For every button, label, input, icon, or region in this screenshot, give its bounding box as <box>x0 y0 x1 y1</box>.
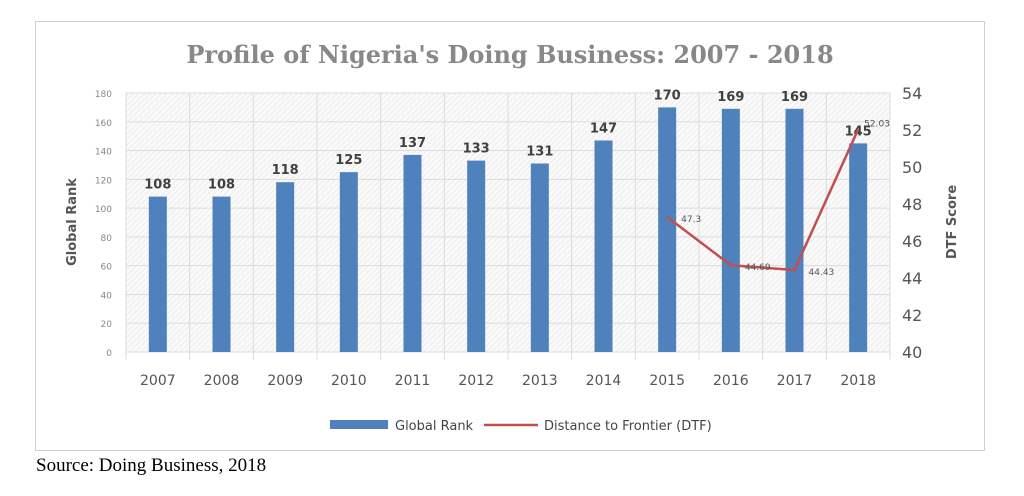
bar-2007 <box>148 196 167 352</box>
dtf-line <box>666 128 860 272</box>
bar-data-label: 170 <box>654 88 681 103</box>
bar-data-label: 147 <box>590 121 617 136</box>
dtf-data-label: 44.69 <box>745 263 771 273</box>
dtf-data-label: 52.03 <box>864 119 890 129</box>
y2-tick-label: 46 <box>902 232 922 251</box>
y-tick-label: 120 <box>95 176 112 186</box>
x-tick-label: 2010 <box>331 373 367 389</box>
x-tick-label: 2017 <box>777 373 813 389</box>
y2-tick-label: 48 <box>902 195 922 214</box>
bar-2008 <box>212 196 231 352</box>
y2-tick-label: 44 <box>902 269 922 288</box>
bar-2017 <box>785 108 804 352</box>
y2-tick-label: 54 <box>902 84 922 103</box>
y-tick-label: 60 <box>101 263 113 273</box>
x-tick-label: 2011 <box>395 373 431 389</box>
bar-data-label: 108 <box>208 178 235 193</box>
y-tick-label: 160 <box>95 119 112 129</box>
bar-data-label: 169 <box>781 90 808 105</box>
legend-label-global-rank: Global Rank <box>395 419 474 434</box>
y-tick-label: 180 <box>95 90 112 100</box>
x-tick-label: 2012 <box>458 373 494 389</box>
bar-data-label: 169 <box>717 90 744 105</box>
source-note: Source: Doing Business, 2018 <box>36 455 267 476</box>
bar-2016 <box>721 108 740 352</box>
chart-frame <box>35 21 985 451</box>
y2-tick-label: 52 <box>902 121 922 140</box>
y-axis-label: Global Rank <box>65 178 80 266</box>
legend-swatch-global-rank <box>330 420 388 429</box>
chart-title: Profile of Nigeria's Doing Business: 200… <box>186 40 833 69</box>
x-tick-label: 2013 <box>522 373 558 389</box>
bar-2011 <box>403 154 422 352</box>
bar-2015 <box>658 107 677 352</box>
y2-axis-label: DTF Score <box>945 185 960 259</box>
y-tick-label: 100 <box>95 205 112 215</box>
y2-tick-label: 50 <box>902 158 922 177</box>
x-tick-label: 2018 <box>840 373 876 389</box>
bar-2013 <box>530 163 549 352</box>
bar-2009 <box>276 182 295 352</box>
dtf-data-label: 44.43 <box>809 268 835 278</box>
bar-2018 <box>849 143 868 352</box>
x-tick-label: 2008 <box>204 373 240 389</box>
bar-data-label: 131 <box>526 145 553 160</box>
dtf-data-label: 47.3 <box>681 215 701 225</box>
y-tick-label: 20 <box>101 320 113 330</box>
x-tick-label: 2007 <box>140 373 176 389</box>
legend: Global Rank Distance to Frontier (DTF) <box>330 419 712 434</box>
y2-tick-label: 40 <box>902 343 922 362</box>
bar-data-label: 125 <box>335 153 362 168</box>
bar-data-label: 137 <box>399 136 426 151</box>
bar-data-label: 133 <box>463 142 490 157</box>
y-tick-label: 0 <box>106 349 112 359</box>
y-tick-label: 40 <box>101 291 113 301</box>
bar-data-label: 118 <box>272 163 299 178</box>
bar-2010 <box>339 172 358 352</box>
x-tick-label: 2014 <box>586 373 622 389</box>
x-tick-label: 2016 <box>713 373 749 389</box>
y-tick-label: 140 <box>95 148 112 158</box>
y-tick-label: 80 <box>101 234 113 244</box>
bar-data-label: 108 <box>144 178 171 193</box>
bar-2014 <box>594 140 613 352</box>
x-tick-label: 2009 <box>267 373 303 389</box>
bar-2012 <box>467 160 486 352</box>
x-tick-label: 2015 <box>649 373 685 389</box>
y2-tick-label: 42 <box>902 306 922 325</box>
legend-label-dtf: Distance to Frontier (DTF) <box>544 419 712 434</box>
